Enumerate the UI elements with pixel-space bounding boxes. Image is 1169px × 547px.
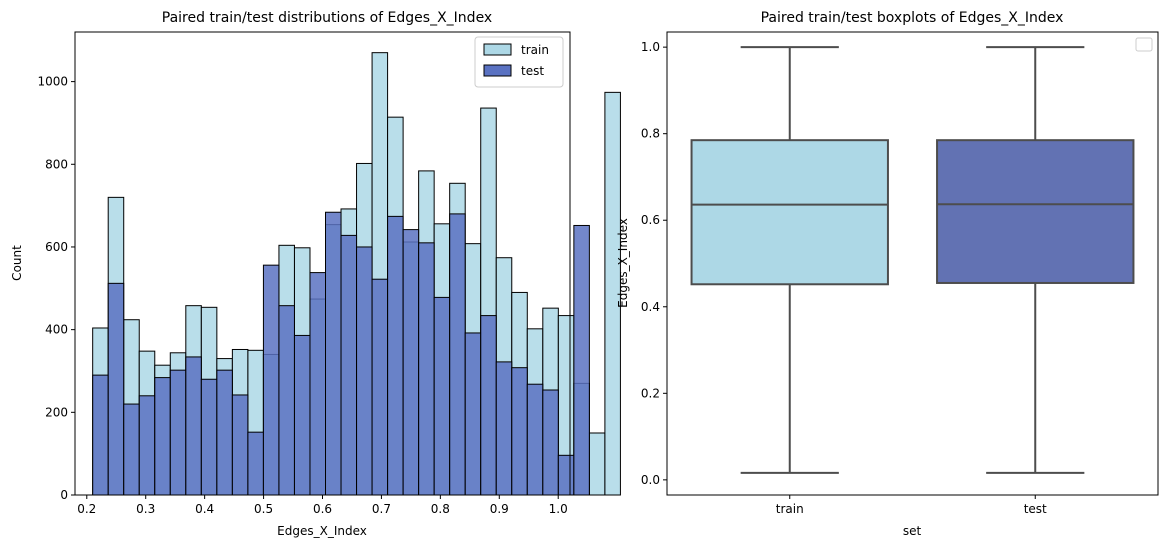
- box-y-ticks: 0.0 0.2 0.4 0.6 0.8 1.0: [641, 40, 667, 487]
- box-y-tick-label: 0.2: [641, 386, 660, 400]
- hist-x-tick-label: 0.3: [136, 502, 155, 516]
- hist-x-tick-label: 0.2: [77, 502, 96, 516]
- hist-bar-test: [231, 394, 249, 496]
- hist-bar-test: [309, 272, 327, 496]
- box-y-label: Edges_X_Index: [616, 218, 630, 308]
- hist-bar-test: [92, 374, 109, 496]
- hist-bar-test: [325, 211, 342, 496]
- hist-bar-test: [495, 361, 513, 496]
- hist-y-tick-label: 800: [45, 157, 68, 171]
- box-axes-frame: [666, 31, 1159, 496]
- box-x-ticks: train test: [776, 495, 1047, 516]
- hist-bar-test: [185, 356, 202, 496]
- hist-bar-test: [200, 378, 218, 496]
- hist-x-label: Edges_X_Index: [277, 524, 367, 538]
- hist-bar-test: [573, 224, 590, 496]
- hist-y-label: Count: [10, 245, 24, 281]
- hist-x-tick-label: 0.5: [254, 502, 273, 516]
- hist-y-tick-label: 400: [45, 323, 68, 337]
- hist-bar-test: [356, 246, 373, 496]
- hist-bar-test: [480, 315, 497, 496]
- box-legend-empty: [1135, 37, 1153, 52]
- hist-y-tick-label: 600: [45, 240, 68, 254]
- hist-x-ticks: 0.2 0.3 0.4 0.5 0.6 0.7 0.8 0.9 1.0: [77, 495, 568, 516]
- box-train: [690, 139, 889, 286]
- hist-bar-test: [542, 389, 559, 496]
- hist-bar-train: [604, 91, 621, 496]
- hist-title: Paired train/test distributions of Edges…: [162, 10, 492, 26]
- hist-bar-test: [262, 264, 280, 496]
- box-test: [936, 139, 1135, 284]
- box-y-tick-label: 0.8: [641, 127, 660, 141]
- box-y-tick-label: 0.0: [641, 473, 660, 487]
- boxplot-chart: Paired train/test boxplots of Edges_X_In…: [616, 10, 1159, 538]
- hist-bar-test: [526, 383, 544, 496]
- legend-swatch-train: [483, 43, 512, 56]
- hist-y-tick-label: 0: [60, 488, 68, 502]
- hist-bar-test: [293, 334, 311, 496]
- hist-x-tick-label: 0.6: [313, 502, 332, 516]
- hist-bar-test: [402, 229, 420, 496]
- hist-bar-test: [464, 332, 482, 496]
- hist-x-tick-label: 0.8: [431, 502, 450, 516]
- hist-x-tick-label: 0.4: [195, 502, 214, 516]
- box-title: Paired train/test boxplots of Edges_X_In…: [761, 10, 1064, 26]
- hist-legend: train test: [474, 36, 564, 88]
- hist-x-tick-label: 0.7: [372, 502, 391, 516]
- box-x-label: set: [903, 524, 922, 538]
- hist-y-tick-label: 200: [45, 405, 68, 419]
- box-y-tick-label: 0.4: [641, 300, 660, 314]
- hist-bar-test: [449, 213, 466, 496]
- hist-bar-test: [418, 242, 435, 496]
- hist-bar-test: [216, 369, 233, 496]
- hist-bar-test: [107, 282, 125, 496]
- box-x-tick-label: train: [776, 502, 804, 516]
- box-elements: [690, 46, 1135, 474]
- hist-x-tick-label: 0.9: [490, 502, 509, 516]
- hist-bar-test: [154, 377, 171, 496]
- hist-bar-test: [138, 395, 156, 496]
- hist-bar-test: [511, 367, 528, 496]
- hist-y-ticks: 0 200 400 600 800 1000: [37, 75, 75, 502]
- hist-bar-test: [371, 278, 389, 496]
- hist-bar-train: [588, 432, 606, 496]
- box-x-tick-label: test: [1024, 502, 1047, 516]
- hist-bar-test: [169, 369, 187, 496]
- hist-bar-test: [247, 431, 264, 496]
- hist-y-tick-label: 1000: [37, 75, 68, 89]
- legend-label-train: train: [521, 43, 549, 57]
- hist-bar-test: [278, 305, 295, 496]
- box-y-tick-label: 1.0: [641, 40, 660, 54]
- hist-bar-test: [123, 403, 140, 496]
- hist-bar-test: [387, 215, 404, 496]
- hist-bar-test: [433, 296, 451, 496]
- hist-bar-test: [340, 234, 358, 496]
- hist-bar-test: [557, 454, 575, 496]
- box-y-tick-label: 0.6: [641, 213, 660, 227]
- legend-swatch-test: [483, 64, 512, 77]
- legend-label-test: test: [521, 64, 544, 78]
- hist-x-tick-label: 1.0: [549, 502, 568, 516]
- histogram-chart: Paired train/test distributions of Edges…: [10, 10, 621, 538]
